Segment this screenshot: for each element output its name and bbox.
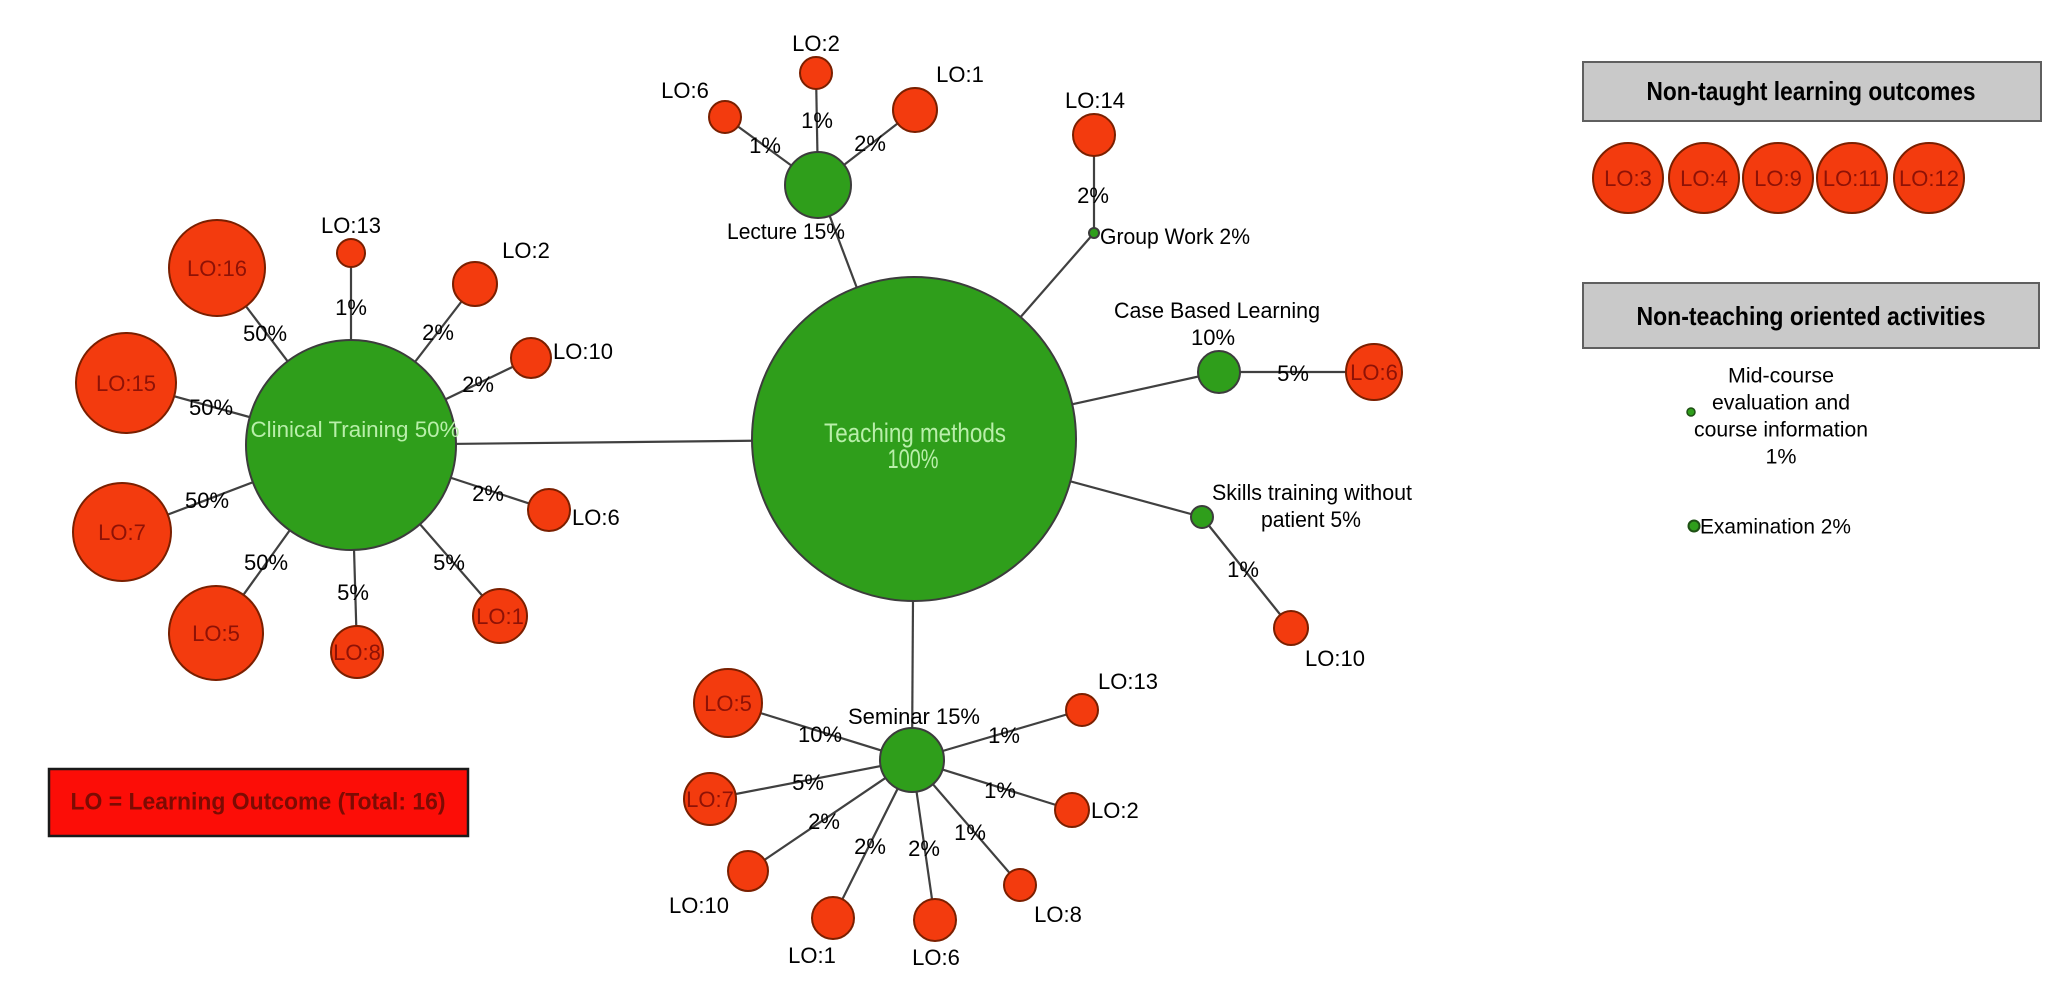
- svg-text:LO:7: LO:7: [686, 787, 734, 812]
- svg-text:Group Work 2%: Group Work 2%: [1100, 224, 1250, 249]
- svg-text:LO:10: LO:10: [553, 339, 613, 364]
- svg-text:LO:1: LO:1: [936, 62, 984, 87]
- svg-text:1%: 1%: [335, 295, 367, 320]
- svg-text:LO:6: LO:6: [1350, 360, 1398, 385]
- svg-text:Mid-course: Mid-course: [1728, 364, 1834, 388]
- svg-text:Teaching methods: Teaching methods: [824, 418, 1006, 448]
- svg-text:Non-teaching oriented activiti: Non-teaching oriented activities: [1637, 301, 1986, 331]
- svg-text:LO:3: LO:3: [1604, 166, 1652, 191]
- svg-text:course information: course information: [1694, 418, 1868, 442]
- svg-text:LO:2: LO:2: [1091, 798, 1139, 823]
- svg-text:Seminar 15%: Seminar 15%: [848, 704, 980, 729]
- svg-text:LO = Learning Outcome (Total:: LO = Learning Outcome (Total: 16): [71, 789, 446, 816]
- svg-text:Lecture 15%: Lecture 15%: [727, 219, 845, 244]
- svg-text:5%: 5%: [433, 550, 465, 575]
- svg-text:LO:16: LO:16: [187, 256, 247, 281]
- svg-text:LO:13: LO:13: [321, 213, 381, 238]
- svg-text:1%: 1%: [749, 133, 781, 158]
- svg-text:LO:8: LO:8: [1034, 902, 1082, 927]
- svg-text:10%: 10%: [1191, 325, 1235, 350]
- svg-text:5%: 5%: [792, 770, 824, 795]
- svg-text:2%: 2%: [1077, 183, 1109, 208]
- svg-text:2%: 2%: [422, 320, 454, 345]
- svg-text:LO:11: LO:11: [1823, 166, 1881, 191]
- svg-text:LO:2: LO:2: [502, 238, 550, 263]
- svg-text:1%: 1%: [984, 778, 1016, 803]
- svg-text:1%: 1%: [988, 723, 1020, 748]
- svg-text:10%: 10%: [798, 722, 842, 747]
- svg-text:LO:6: LO:6: [661, 78, 709, 103]
- svg-text:1%: 1%: [1227, 557, 1259, 582]
- svg-text:2%: 2%: [854, 131, 886, 156]
- svg-text:LO:4: LO:4: [1680, 166, 1728, 191]
- svg-text:2%: 2%: [808, 809, 840, 834]
- svg-text:5%: 5%: [337, 580, 369, 605]
- svg-text:Case Based Learning: Case Based Learning: [1114, 298, 1320, 323]
- svg-text:LO:2: LO:2: [792, 31, 840, 56]
- svg-text:LO:15: LO:15: [96, 371, 156, 396]
- svg-text:LO:13: LO:13: [1098, 669, 1158, 694]
- svg-text:5%: 5%: [1277, 361, 1309, 386]
- svg-text:LO:8: LO:8: [333, 640, 381, 665]
- svg-text:1%: 1%: [801, 108, 833, 133]
- svg-text:LO:6: LO:6: [912, 945, 960, 970]
- svg-text:Non-taught learning outcomes: Non-taught learning outcomes: [1647, 76, 1976, 106]
- svg-text:Skills training without: Skills training without: [1212, 480, 1412, 505]
- svg-text:2%: 2%: [908, 836, 940, 861]
- svg-text:LO:10: LO:10: [669, 893, 729, 918]
- svg-text:evaluation and: evaluation and: [1712, 391, 1850, 415]
- svg-text:LO:12: LO:12: [1899, 166, 1959, 191]
- svg-text:50%: 50%: [189, 395, 233, 420]
- svg-text:patient 5%: patient 5%: [1261, 507, 1361, 532]
- svg-text:50%: 50%: [243, 321, 287, 346]
- svg-text:1%: 1%: [1765, 445, 1796, 469]
- svg-text:LO:5: LO:5: [192, 621, 240, 646]
- svg-text:LO:7: LO:7: [98, 520, 146, 545]
- svg-text:Examination 2%: Examination 2%: [1700, 515, 1851, 539]
- svg-text:LO:5: LO:5: [704, 691, 752, 716]
- svg-text:2%: 2%: [854, 834, 886, 859]
- svg-text:50%: 50%: [244, 550, 288, 575]
- svg-text:LO:14: LO:14: [1065, 88, 1125, 113]
- svg-text:50%: 50%: [185, 488, 229, 513]
- svg-text:1%: 1%: [954, 820, 986, 845]
- svg-text:2%: 2%: [462, 372, 494, 397]
- svg-text:LO:10: LO:10: [1305, 646, 1365, 671]
- svg-text:LO:9: LO:9: [1754, 166, 1802, 191]
- svg-text:LO:6: LO:6: [572, 505, 620, 530]
- svg-text:2%: 2%: [472, 481, 504, 506]
- svg-text:Clinical Training 50%: Clinical Training 50%: [251, 417, 460, 442]
- svg-text:LO:1: LO:1: [476, 604, 524, 629]
- svg-text:100%: 100%: [888, 444, 939, 474]
- svg-text:LO:1: LO:1: [788, 943, 836, 968]
